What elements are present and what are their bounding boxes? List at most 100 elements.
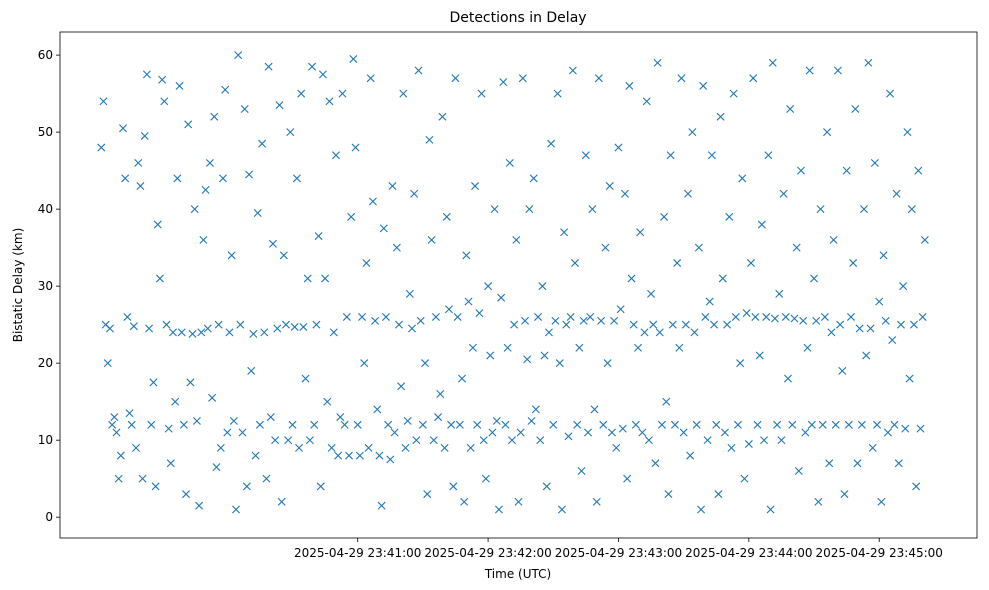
detection-marker bbox=[323, 397, 332, 406]
detection-marker bbox=[690, 328, 699, 337]
detection-marker bbox=[592, 497, 601, 506]
detection-marker bbox=[653, 58, 662, 67]
detection-marker bbox=[251, 451, 260, 460]
detection-marker bbox=[282, 320, 290, 329]
detection-marker bbox=[103, 359, 112, 368]
detection-marker bbox=[899, 282, 908, 291]
detection-marker bbox=[579, 316, 588, 325]
detection-marker bbox=[814, 497, 823, 506]
detection-marker bbox=[175, 81, 184, 90]
detection-marker bbox=[564, 432, 573, 441]
detection-marker bbox=[916, 424, 925, 433]
detection-marker bbox=[455, 420, 464, 429]
detection-marker bbox=[779, 189, 788, 198]
detection-marker bbox=[677, 74, 686, 83]
detection-marker bbox=[634, 343, 643, 352]
detection-marker bbox=[390, 428, 399, 437]
detection-marker bbox=[901, 424, 910, 433]
detection-marker bbox=[610, 316, 619, 325]
detection-marker bbox=[846, 312, 855, 321]
detection-marker bbox=[427, 235, 436, 244]
detection-marker bbox=[199, 235, 208, 244]
detection-marker bbox=[223, 428, 232, 437]
detection-marker bbox=[166, 459, 175, 468]
detection-marker bbox=[155, 274, 164, 283]
detection-marker bbox=[431, 312, 440, 321]
detection-marker bbox=[764, 151, 773, 160]
detection-marker bbox=[138, 474, 147, 483]
detection-marker bbox=[299, 322, 308, 331]
detection-marker bbox=[718, 274, 727, 283]
detection-marker bbox=[673, 259, 682, 268]
detection-marker bbox=[790, 314, 799, 323]
detection-marker bbox=[186, 378, 195, 387]
detection-marker bbox=[462, 251, 471, 260]
detection-marker bbox=[145, 324, 154, 333]
detection-marker bbox=[303, 274, 312, 283]
detection-marker bbox=[110, 413, 119, 422]
detection-marker bbox=[327, 443, 336, 452]
detection-marker bbox=[664, 490, 673, 499]
detection-marker bbox=[336, 413, 345, 422]
detection-marker bbox=[505, 158, 514, 167]
detection-marker bbox=[497, 293, 506, 302]
detection-marker bbox=[340, 420, 349, 429]
detection-marker bbox=[149, 378, 158, 387]
detection-marker bbox=[197, 328, 206, 337]
detection-marker bbox=[418, 420, 427, 429]
x-axis: 2025-04-29 23:41:00 2025-04-29 23:42:00 20… bbox=[294, 538, 943, 560]
detection-marker bbox=[490, 205, 499, 214]
detection-marker bbox=[597, 316, 606, 325]
detection-marker bbox=[890, 420, 899, 429]
detection-marker bbox=[588, 205, 597, 214]
detection-marker bbox=[873, 420, 882, 429]
detection-marker bbox=[292, 174, 301, 183]
detection-marker bbox=[351, 143, 360, 152]
detection-marker bbox=[288, 420, 297, 429]
detection-marker bbox=[866, 324, 875, 333]
detection-marker bbox=[140, 131, 149, 140]
detection-marker bbox=[805, 66, 814, 75]
y-tick-label: 40 bbox=[38, 202, 53, 216]
detection-marker bbox=[742, 309, 751, 318]
detection-marker bbox=[258, 139, 267, 148]
detection-marker bbox=[886, 89, 895, 98]
detection-marker bbox=[538, 282, 547, 291]
detection-marker bbox=[440, 443, 449, 452]
detection-marker bbox=[173, 174, 182, 183]
detection-marker bbox=[405, 289, 414, 298]
y-axis-label: Bistatic Delay (km) bbox=[11, 228, 25, 343]
detection-marker bbox=[833, 66, 842, 75]
detection-marker bbox=[218, 174, 227, 183]
detection-marker bbox=[584, 428, 593, 437]
detection-marker bbox=[577, 467, 586, 475]
detection-marker bbox=[297, 89, 306, 98]
detection-marker bbox=[547, 139, 556, 148]
detection-marker bbox=[355, 451, 364, 460]
detection-marker bbox=[318, 70, 327, 79]
detection-marker bbox=[614, 143, 623, 152]
detection-marker bbox=[507, 436, 516, 445]
detection-marker bbox=[786, 105, 795, 114]
detection-marker bbox=[266, 413, 275, 422]
detection-marker bbox=[429, 436, 438, 445]
detection-marker bbox=[494, 505, 503, 514]
detection-marker bbox=[825, 459, 834, 468]
detection-marker bbox=[210, 112, 219, 121]
detection-marker bbox=[466, 443, 475, 452]
detection-marker bbox=[857, 420, 866, 429]
detection-marker bbox=[892, 189, 901, 198]
detection-marker bbox=[312, 320, 321, 329]
detection-marker bbox=[434, 413, 443, 422]
detection-marker bbox=[594, 74, 603, 83]
detection-marker bbox=[444, 305, 453, 314]
detection-marker bbox=[195, 501, 204, 510]
detection-marker bbox=[164, 424, 173, 433]
detection-marker bbox=[360, 359, 369, 368]
detection-marker bbox=[660, 212, 669, 221]
detection-marker bbox=[714, 490, 723, 499]
detection-marker bbox=[827, 328, 836, 337]
detection-marker bbox=[766, 505, 775, 514]
detection-marker bbox=[829, 235, 838, 244]
